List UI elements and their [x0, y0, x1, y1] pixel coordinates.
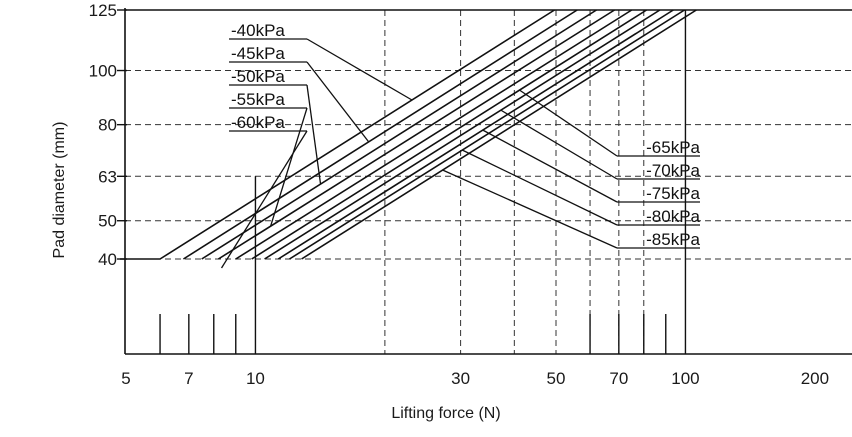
x-tick-label: 7 — [184, 369, 193, 388]
y-tick-label: 100 — [89, 62, 117, 81]
label-leader-line — [442, 169, 618, 249]
label-leader-line — [482, 129, 618, 203]
label-leader-line — [220, 130, 308, 269]
x-tick-label: 10 — [246, 369, 265, 388]
series-label: -55kPa — [231, 90, 285, 109]
series-line — [235, 9, 633, 260]
x-tick-labels: 5 7 10 30 50 70 100 200 — [121, 369, 829, 388]
series-line — [217, 9, 615, 260]
x-tick-label: 100 — [671, 369, 699, 388]
label-leader-line — [306, 38, 413, 101]
series-label: -65kPa — [646, 138, 700, 157]
series-line — [289, 9, 685, 260]
y-tick-label: 40 — [98, 250, 117, 269]
x-tick-label: 70 — [609, 369, 628, 388]
x-axis-label: Lifting force (N) — [391, 405, 500, 422]
series-label: -70kPa — [646, 161, 700, 180]
series-line — [277, 9, 674, 260]
series-label: -50kPa — [231, 67, 285, 86]
y-tick-label: 80 — [98, 116, 117, 135]
series-label: -80kPa — [646, 207, 700, 226]
series-label: -40kPa — [231, 21, 285, 40]
plot-frame — [117, 8, 852, 355]
label-leader-line — [500, 109, 618, 180]
x-tick-label: 30 — [451, 369, 470, 388]
series-line — [264, 9, 661, 260]
minor-ticks — [159, 314, 667, 354]
label-leader-line — [306, 84, 322, 185]
x-tick-label: 50 — [547, 369, 566, 388]
series-label: -45kPa — [231, 44, 285, 63]
label-leader-line — [519, 89, 618, 157]
y-axis-label: Pad diameter (mm) — [51, 122, 68, 259]
series-line — [182, 9, 578, 260]
series-line — [301, 9, 697, 260]
y-tick-label: 50 — [98, 212, 117, 231]
series-lines — [120, 9, 697, 260]
label-leader-line — [270, 107, 308, 227]
y-tick-label: 63 — [98, 167, 117, 186]
series-labels: -40kPa -45kPa -50kPa -55kPa -60kPa -65kPa -70k… — [231, 21, 701, 249]
series-line — [120, 9, 555, 260]
label-leader-line — [461, 149, 618, 226]
y-tick-labels: 40 50 63 80 100 125 — [89, 1, 117, 269]
series-line — [251, 9, 647, 260]
label-leaders — [220, 38, 700, 269]
series-label: -85kPa — [646, 230, 700, 249]
series-label: -75kPa — [646, 184, 700, 203]
label-leader-line — [306, 61, 370, 143]
series-label: -60kPa — [231, 113, 285, 132]
series-line — [201, 9, 597, 260]
x-tick-label: 5 — [121, 369, 130, 388]
y-tick-label: 125 — [89, 1, 117, 20]
x-tick-label: 200 — [801, 369, 829, 388]
gridlines — [125, 10, 852, 354]
